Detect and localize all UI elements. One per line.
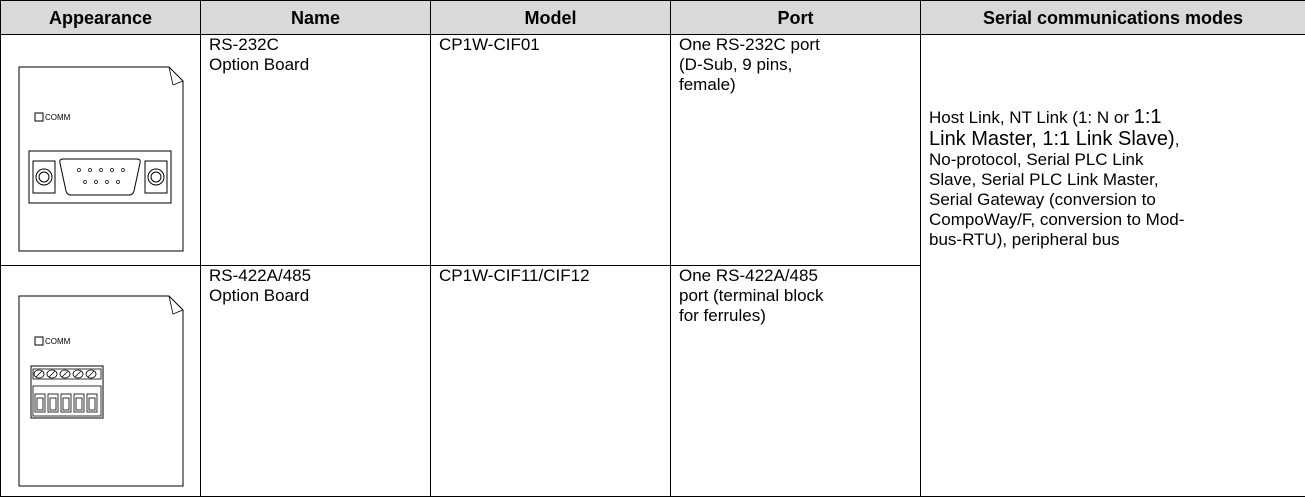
modes-cell: Host Link, NT Link (1: N or 1:1 Link Mas… bbox=[921, 35, 1305, 497]
header-cell: Model bbox=[431, 1, 671, 35]
rs422-board-image: COMM bbox=[1, 286, 199, 491]
name-cell: RS-422A/485 Option Board bbox=[201, 266, 431, 497]
header-cell: Port bbox=[671, 1, 921, 35]
model-cell: CP1W-CIF01 bbox=[431, 35, 671, 266]
rs232c-board-image: COMM bbox=[1, 55, 199, 260]
modes-text: Host Link, NT Link (1: N or 1:1 Link Mas… bbox=[929, 106, 1305, 250]
header-cell: Appearance bbox=[1, 1, 201, 35]
image-label: COMM bbox=[45, 113, 71, 122]
model-cell: CP1W-CIF11/CIF12 bbox=[431, 266, 671, 497]
port-cell: One RS-422A/485 port (terminal block for… bbox=[671, 266, 921, 497]
page: Appearance Name Model Port Serial commun… bbox=[0, 0, 1305, 443]
appearance-cell: COMM bbox=[1, 35, 201, 266]
port-cell: One RS-232C port (D-Sub, 9 pins, female) bbox=[671, 35, 921, 266]
header-row: Appearance Name Model Port Serial commun… bbox=[1, 1, 1305, 35]
image-label: COMM bbox=[45, 337, 71, 346]
modes-text-part: Host Link, NT Link (1: N or bbox=[929, 108, 1134, 127]
row: COMM RS-232C Option Board CP1W-CIF01 One… bbox=[1, 35, 1305, 266]
name-cell: RS-232C Option Board bbox=[201, 35, 431, 266]
header-cell: Name bbox=[201, 1, 431, 35]
appearance-cell: COMM bbox=[1, 266, 201, 497]
header-cell: Serial communications modes bbox=[921, 1, 1305, 35]
